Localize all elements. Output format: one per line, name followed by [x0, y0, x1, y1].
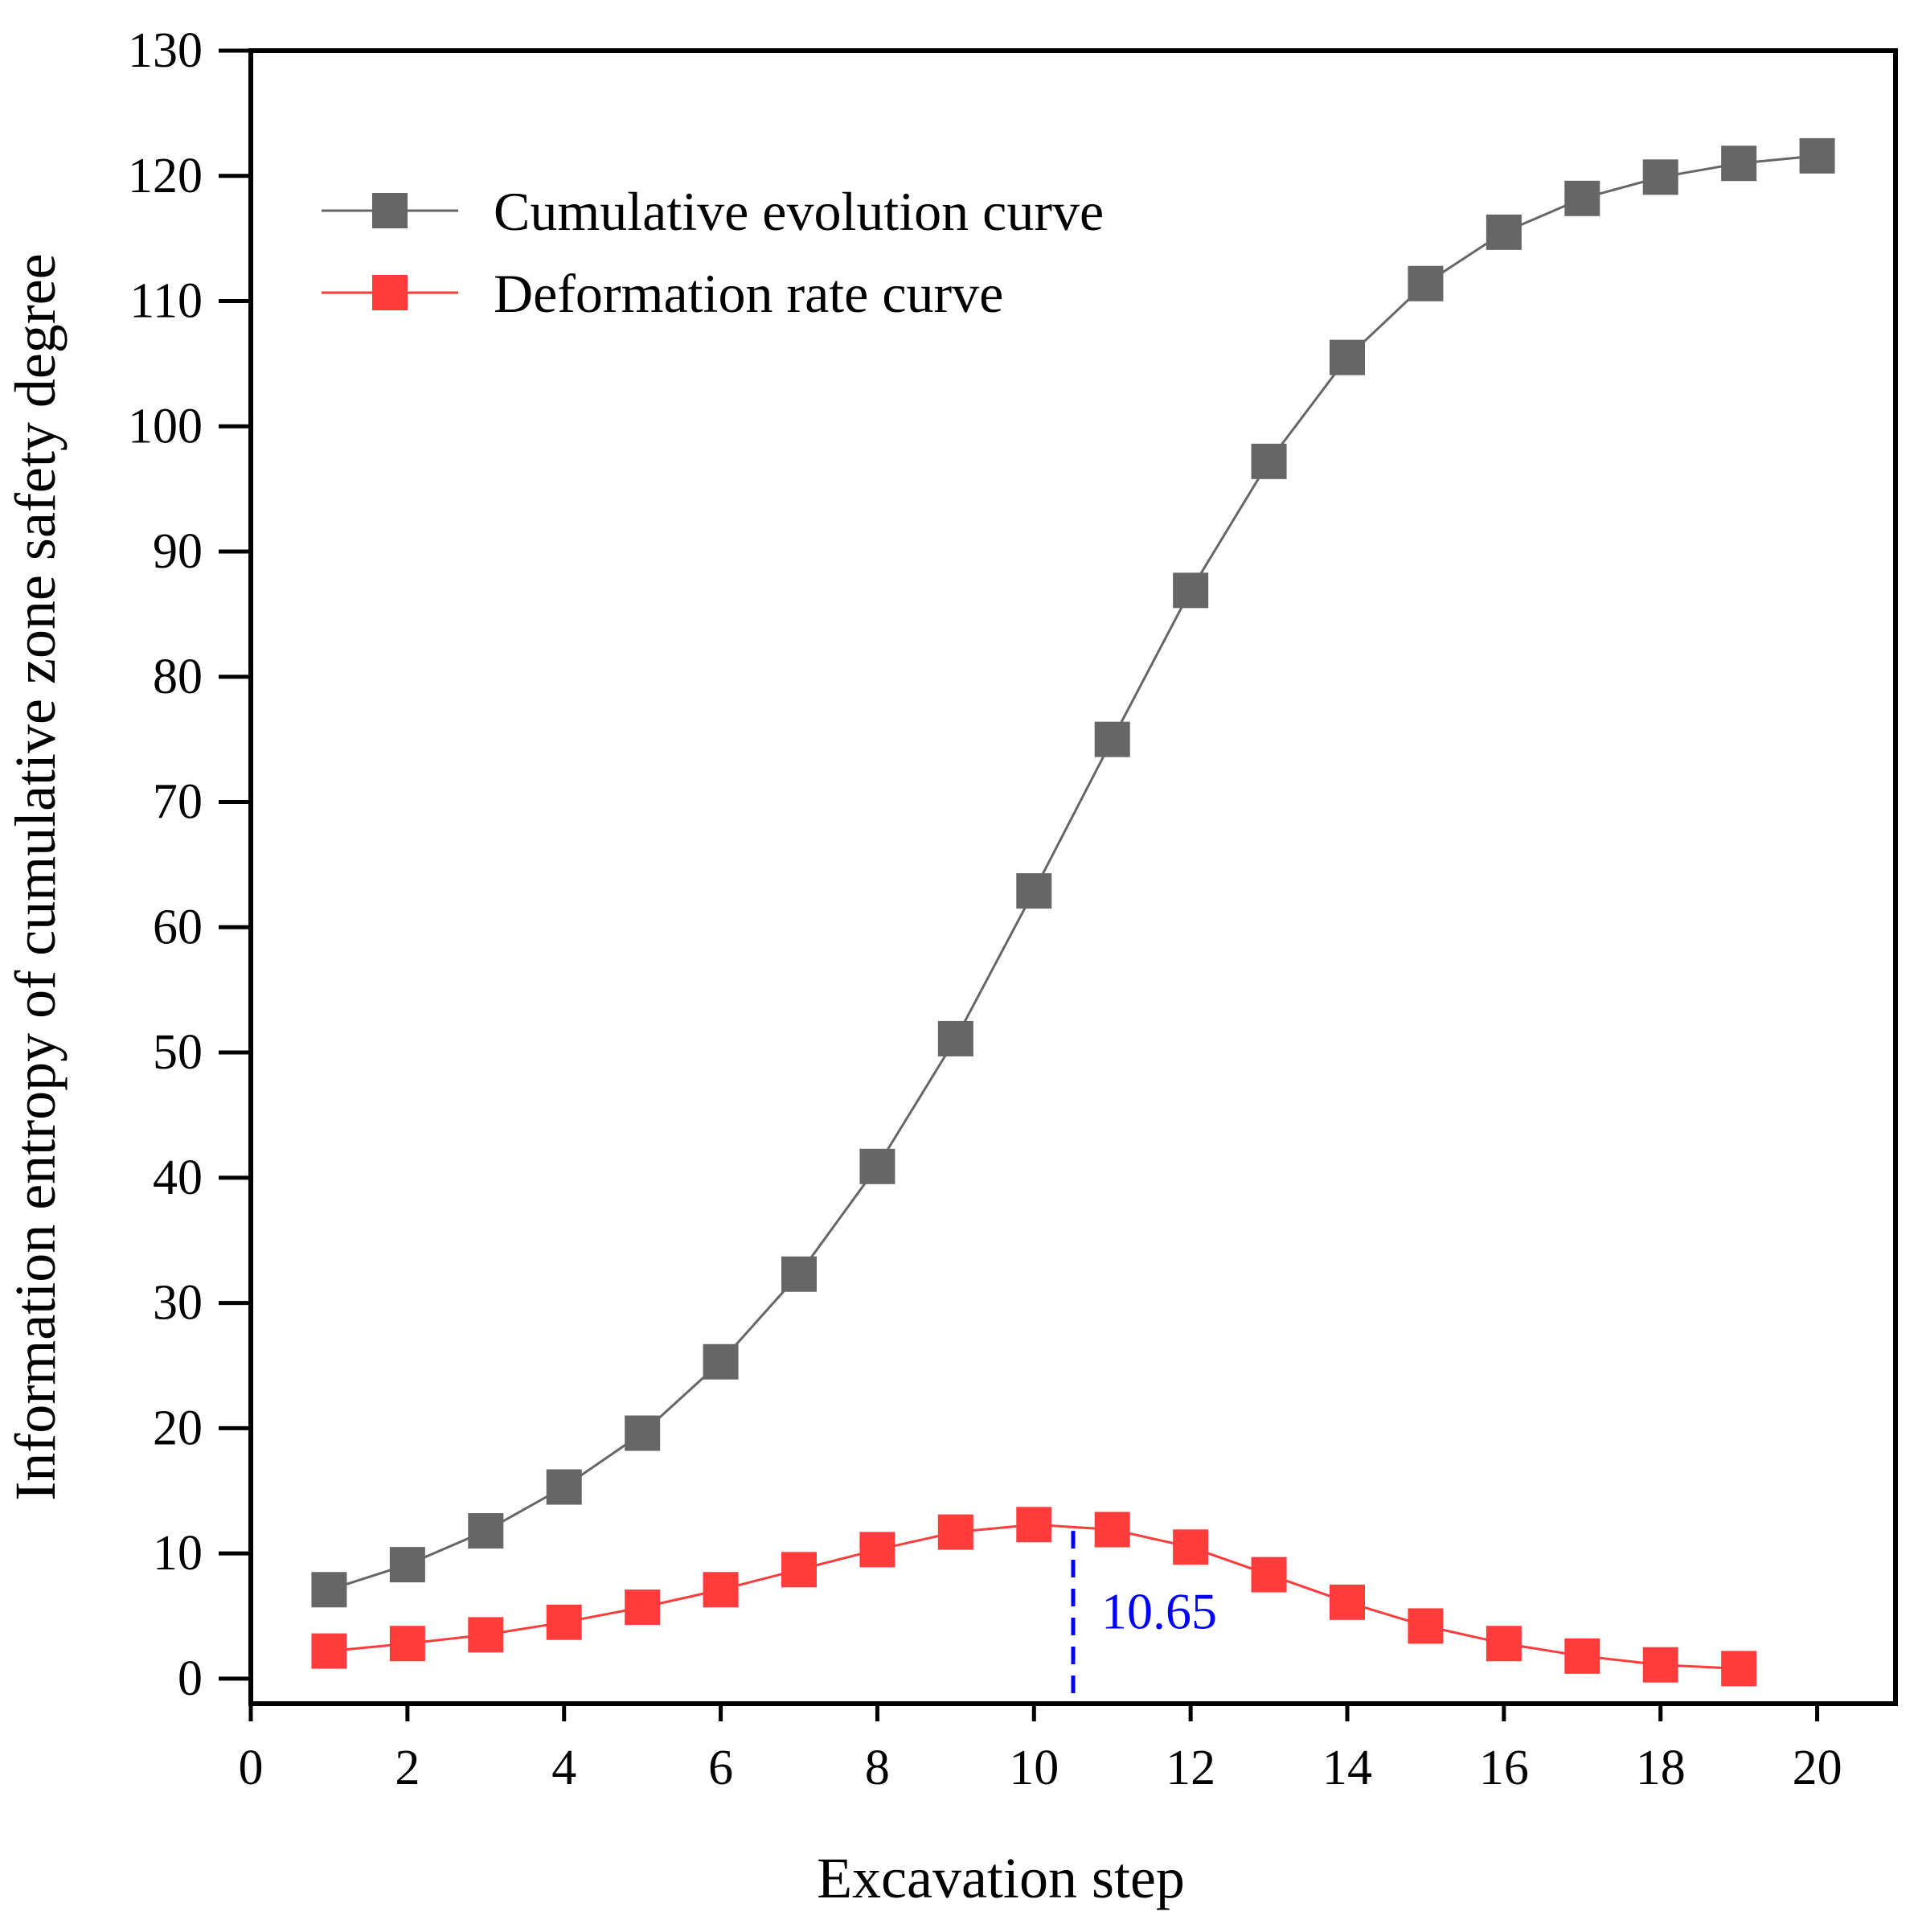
- annotation-layer: 10.65: [1071, 1531, 1217, 1701]
- data-point: [1564, 180, 1600, 216]
- x-tick-label: 18: [1636, 1741, 1686, 1795]
- data-point: [781, 1552, 817, 1588]
- x-tick-label: 4: [551, 1741, 576, 1795]
- data-point: [625, 1415, 661, 1451]
- y-tick-label: 40: [153, 1151, 203, 1205]
- y-tick-label: 50: [153, 1025, 203, 1080]
- data-point: [1564, 1638, 1600, 1674]
- data-point: [1486, 1626, 1522, 1662]
- x-tick-label: 2: [395, 1741, 420, 1795]
- legend-label: Cumulative evolution curve: [494, 181, 1104, 242]
- data-point: [1721, 146, 1757, 182]
- data-point: [703, 1343, 739, 1380]
- data-point: [468, 1513, 504, 1549]
- y-axis-title: Information entropy of cumulative zone s…: [3, 253, 68, 1500]
- data-point: [1408, 1608, 1444, 1644]
- y-axis: 0 10 20 30 40 50 60 70 80 90 100 110 120 130: [128, 23, 251, 1706]
- y-tick-label: 90: [153, 524, 203, 579]
- data-point: [937, 1020, 973, 1056]
- x-tick-label: 12: [1166, 1741, 1215, 1795]
- y-tick-label: 70: [153, 775, 203, 830]
- data-point: [1330, 1584, 1365, 1620]
- legend-marker: [372, 275, 408, 310]
- data-point: [1094, 1512, 1130, 1548]
- data-point: [937, 1514, 973, 1550]
- y-tick-label: 110: [129, 274, 203, 329]
- x-tick-label: 20: [1793, 1741, 1842, 1795]
- data-point: [625, 1589, 661, 1626]
- y-tick-label: 80: [153, 650, 203, 704]
- x-tick-label: 14: [1322, 1741, 1372, 1795]
- data-point: [859, 1148, 895, 1184]
- x-tick-label: 8: [865, 1741, 890, 1795]
- data-point: [781, 1256, 817, 1292]
- data-point: [1016, 1507, 1052, 1543]
- legend-label: Deformation rate curve: [494, 263, 1003, 324]
- y-tick-label: 20: [153, 1401, 203, 1455]
- data-point: [468, 1617, 504, 1653]
- data-point: [859, 1532, 895, 1568]
- data-point: [1721, 1651, 1757, 1687]
- data-point: [1094, 721, 1130, 757]
- data-point: [546, 1604, 582, 1640]
- x-tick-label: 0: [239, 1741, 264, 1795]
- data-point: [1408, 265, 1444, 301]
- y-tick-label: 120: [128, 149, 203, 203]
- x-tick-label: 6: [708, 1741, 733, 1795]
- y-tick-label: 10: [153, 1526, 203, 1581]
- data-point: [546, 1469, 582, 1505]
- data-point: [1016, 873, 1052, 909]
- legend: Cumulative evolution curve Deformation ra…: [322, 181, 1104, 324]
- data-point: [1330, 339, 1365, 375]
- data-point: [1173, 572, 1209, 609]
- data-point: [1642, 159, 1678, 195]
- y-tick-label: 60: [153, 900, 203, 954]
- annotation-label: 10.65: [1101, 1583, 1217, 1640]
- data-point: [1173, 1529, 1209, 1565]
- data-point: [1642, 1647, 1678, 1683]
- y-tick-label: 30: [153, 1276, 203, 1331]
- y-tick-label: 130: [128, 23, 203, 78]
- data-point: [311, 1572, 347, 1608]
- x-axis: 0 2 4 6 8 10 12 14 16 18 20: [239, 1704, 1842, 1795]
- plot-frame: [248, 48, 1898, 1706]
- x-tick-label: 16: [1479, 1741, 1529, 1795]
- y-tick-label: 100: [128, 399, 203, 453]
- series-layer: [311, 137, 1835, 1687]
- data-point: [1486, 214, 1522, 250]
- data-point: [1251, 1557, 1287, 1593]
- data-point: [311, 1633, 347, 1669]
- data-point: [389, 1547, 425, 1583]
- x-axis-title: Excavation step: [817, 1846, 1185, 1910]
- data-point: [1251, 443, 1287, 479]
- data-point: [703, 1572, 739, 1608]
- series-line-1: [328, 154, 1818, 1591]
- legend-marker: [372, 193, 408, 228]
- series-line-2: [329, 1523, 1740, 1670]
- data-point: [389, 1626, 425, 1662]
- y-tick-label: 0: [178, 1651, 203, 1706]
- data-point: [1799, 137, 1835, 174]
- x-tick-label: 10: [1009, 1741, 1059, 1795]
